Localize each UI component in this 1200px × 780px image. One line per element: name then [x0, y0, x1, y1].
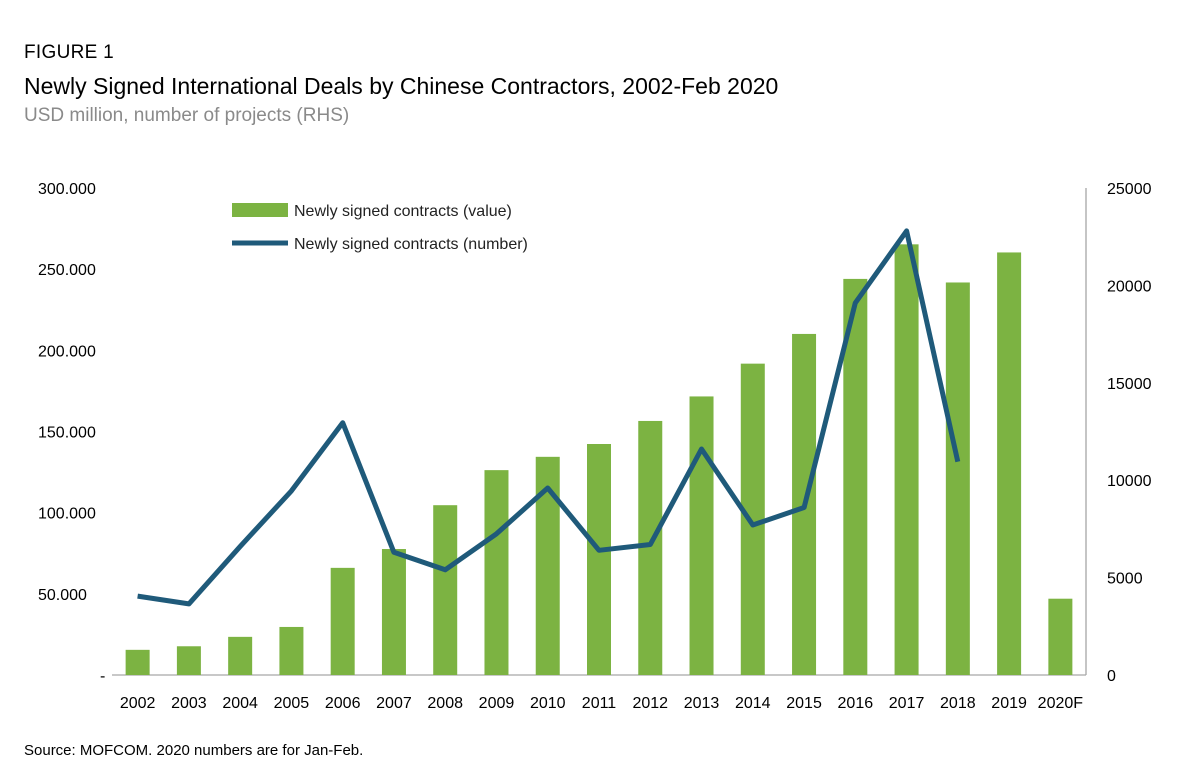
x-tick-label: 2009	[479, 695, 515, 712]
right-y-tick-label: 15000	[1107, 376, 1152, 393]
bar-2004	[228, 636, 253, 675]
chart-subtitle: USD million, number of projects (RHS)	[24, 105, 350, 126]
bar-2013	[689, 396, 714, 675]
left-y-tick-label: -	[100, 668, 105, 685]
chart-axes: - 50.000 100.000 150.000 200.000 250.000 300.0…	[38, 181, 1152, 712]
bar-2019	[997, 252, 1022, 675]
x-tick-label: 2002	[120, 695, 156, 712]
x-tick-label: 2010	[530, 695, 566, 712]
bar-2017	[894, 244, 919, 676]
chart-title: Newly Signed International Deals by Chin…	[24, 73, 779, 99]
x-tick-label: 2011	[582, 695, 617, 712]
right-y-tick-label: 0	[1107, 668, 1116, 685]
x-tick-label: 2012	[632, 695, 668, 712]
bar-2008	[433, 505, 458, 675]
bar-2005	[279, 626, 304, 675]
x-tick-label: 2018	[940, 695, 976, 712]
x-tick-label: 2006	[325, 695, 361, 712]
bar-2012	[638, 420, 663, 675]
x-tick-label: 2004	[222, 695, 258, 712]
legend-bar-swatch	[232, 203, 288, 217]
bar-2011	[587, 443, 611, 675]
bar-2014	[740, 363, 765, 675]
left-y-tick-label: 50.000	[38, 587, 87, 604]
x-tick-label: 2016	[838, 695, 874, 712]
left-y-tick-label: 150.000	[38, 425, 96, 442]
x-tick-label: 2007	[376, 695, 412, 712]
right-y-tick-label: 5000	[1107, 571, 1143, 588]
x-tick-label: 2017	[889, 695, 925, 712]
left-y-tick-label: 300.000	[38, 181, 96, 198]
bar-2007	[381, 549, 406, 675]
right-y-tick-label: 20000	[1107, 278, 1152, 295]
bar-2009	[484, 470, 509, 675]
x-tick-label: 2005	[274, 695, 310, 712]
legend-bar-label: Newly signed contracts (value)	[294, 203, 512, 220]
right-y-tick-label: 10000	[1107, 473, 1152, 490]
left-y-tick-label: 200.000	[38, 343, 96, 360]
x-tick-label: 2014	[735, 695, 771, 712]
source-note: Source: MOFCOM. 2020 numbers are for Jan…	[24, 742, 364, 759]
x-tick-label: 2003	[171, 695, 207, 712]
x-tick-label: 2013	[684, 695, 720, 712]
chart-legend: Newly signed contracts (value) Newly sign…	[232, 203, 528, 253]
x-tick-label: 2015	[786, 695, 822, 712]
x-tick-label: 2020F	[1038, 695, 1084, 712]
bar-2020F	[1048, 598, 1073, 675]
line-series	[137, 228, 961, 607]
x-tick-label: 2019	[991, 695, 1027, 712]
bar-2018	[945, 282, 970, 675]
bar-2002	[125, 649, 150, 675]
left-y-tick-label: 100.000	[38, 506, 96, 523]
x-tick-label: 2008	[427, 695, 463, 712]
bar-2003	[176, 646, 201, 675]
figure-label: FIGURE 1	[24, 42, 115, 63]
legend-line-label: Newly signed contracts (number)	[294, 236, 528, 253]
left-y-tick-label: 250.000	[38, 262, 96, 279]
right-y-tick-label: 25000	[1107, 181, 1152, 198]
bar-series	[125, 244, 1073, 676]
bar-2006	[330, 567, 355, 675]
